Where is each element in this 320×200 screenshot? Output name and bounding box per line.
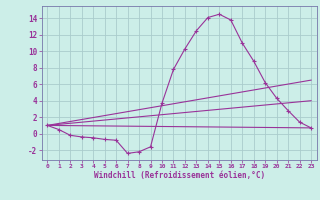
X-axis label: Windchill (Refroidissement éolien,°C): Windchill (Refroidissement éolien,°C) xyxy=(94,171,265,180)
